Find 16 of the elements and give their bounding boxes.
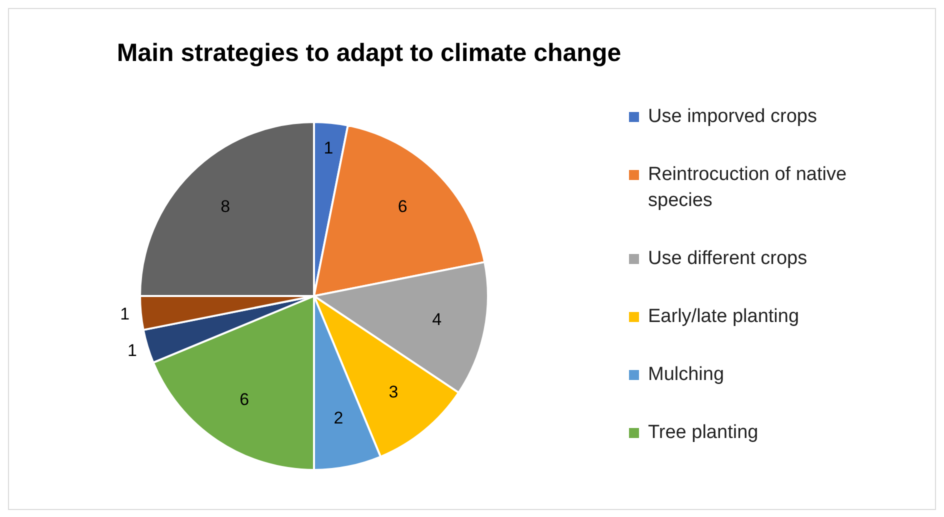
data-label: 2 (334, 408, 344, 428)
data-label: 4 (432, 310, 442, 330)
legend-label: Use imporved crops (648, 105, 817, 129)
legend-label: Mulching (648, 363, 724, 387)
chart-title: Main strategies to adapt to climate change (116, 39, 622, 68)
data-label: 1 (127, 340, 137, 360)
data-label: 6 (240, 390, 250, 409)
legend-label: Early/late planting (648, 305, 800, 329)
data-label: 8 (220, 197, 230, 216)
data-label: 6 (398, 197, 408, 216)
legend-label: Use different crops (648, 247, 808, 271)
legend-label: Tree planting (648, 421, 758, 445)
data-label: 1 (120, 304, 130, 324)
legend-label: Reintrocuction of native species (648, 163, 848, 213)
data-label: 1 (324, 138, 334, 158)
data-label: 3 (388, 382, 398, 402)
